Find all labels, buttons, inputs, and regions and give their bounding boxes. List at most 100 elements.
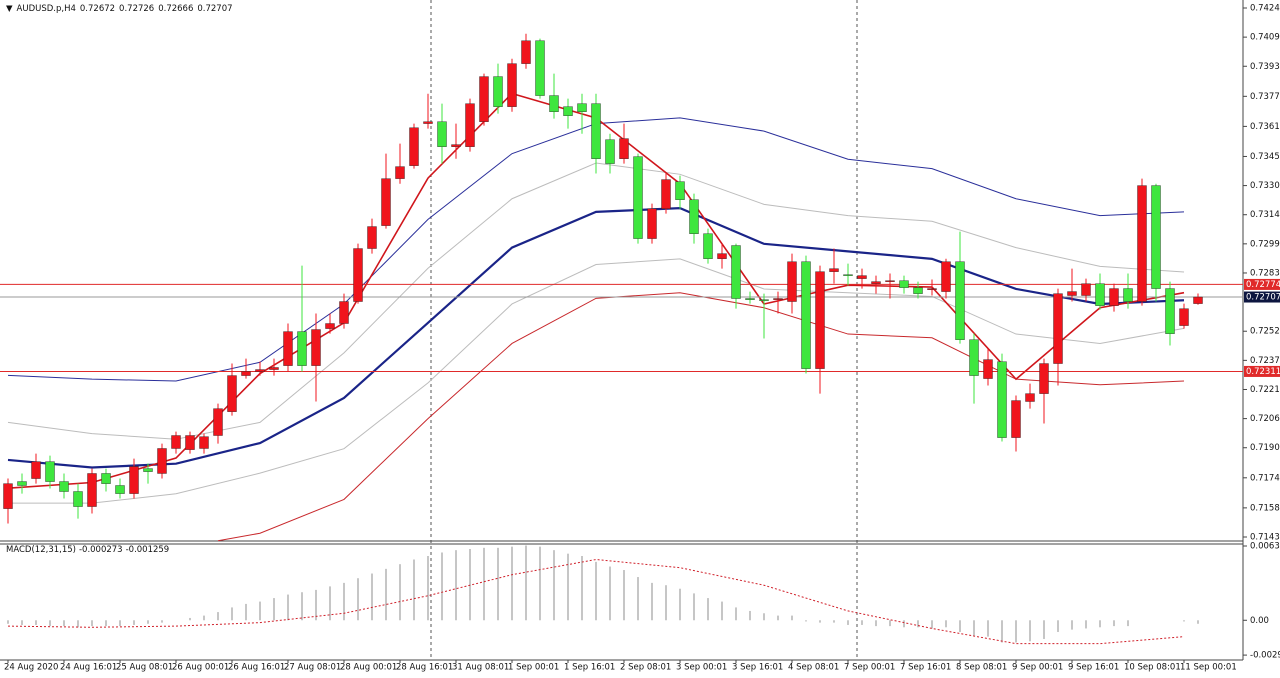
candle-body xyxy=(143,468,153,472)
candle-body xyxy=(843,274,853,276)
x-tick-label: 24 Aug 2020 xyxy=(4,663,58,673)
level-box xyxy=(1244,365,1280,377)
macd-values: -0.000273 -0.001259 xyxy=(79,545,172,555)
candle-body xyxy=(297,331,307,366)
x-tick-label: 2 Sep 08:01 xyxy=(620,663,671,673)
y-tick-label: 0.72835 xyxy=(1250,268,1280,278)
x-tick-label: 27 Aug 08:01 xyxy=(284,663,341,673)
candle-body xyxy=(661,179,671,209)
candle-body xyxy=(591,103,601,159)
x-tick-label: 25 Aug 08:01 xyxy=(116,663,173,673)
candle-body xyxy=(787,261,797,302)
candle-body xyxy=(577,103,587,112)
candle-body xyxy=(59,481,69,492)
quote: 0.72672 0.72726 0.72666 0.72707 xyxy=(80,4,237,14)
candle-body xyxy=(871,281,881,284)
candle-body xyxy=(241,371,251,376)
y-tick-label: 0.73615 xyxy=(1250,122,1280,132)
quote-value: 0.72707 xyxy=(197,4,233,14)
candle-body xyxy=(605,139,615,164)
candle-body xyxy=(941,261,951,292)
indicator-line xyxy=(217,292,1185,542)
candle-body xyxy=(199,436,209,449)
x-tick-label: 4 Sep 08:01 xyxy=(788,663,839,673)
x-tick-label: 24 Aug 16:01 xyxy=(60,663,117,673)
x-tick-label: 7 Sep 16:01 xyxy=(900,663,951,673)
macd-tick-label: -0.00298 xyxy=(1250,651,1280,661)
indicator-line xyxy=(7,162,1185,440)
y-tick-label: 0.71745 xyxy=(1250,473,1280,483)
candle-body xyxy=(185,435,195,450)
x-tick-label: 26 Aug 00:01 xyxy=(172,663,229,673)
y-tick-label: 0.74245 xyxy=(1250,4,1280,14)
x-tick-label: 26 Aug 16:01 xyxy=(228,663,285,673)
candle-body xyxy=(1165,288,1175,334)
candles xyxy=(3,33,1203,524)
menu-icon: ▼ xyxy=(6,4,13,14)
x-tick-label: 7 Sep 00:01 xyxy=(844,663,895,673)
x-tick-label: 8 Sep 08:01 xyxy=(956,663,1007,673)
level-label: 0.72774 xyxy=(1246,280,1280,290)
macd-signal xyxy=(7,559,1185,645)
candle-body xyxy=(1123,288,1133,302)
candle-body xyxy=(1151,185,1161,289)
candle-body xyxy=(409,127,419,166)
candle-body xyxy=(633,156,643,239)
candle-body xyxy=(507,63,517,107)
candle-body xyxy=(367,226,377,249)
indicator-line xyxy=(7,207,1185,469)
candle-body xyxy=(395,166,405,179)
quote-value: 0.72726 xyxy=(119,4,155,14)
candle-body xyxy=(465,103,475,147)
candle-body xyxy=(997,361,1007,438)
candle-body xyxy=(535,40,545,96)
candle-body xyxy=(115,485,125,494)
y-tick-label: 0.72525 xyxy=(1250,327,1280,337)
macd-value: -0.001259 xyxy=(125,545,170,555)
y-tick-label: 0.71905 xyxy=(1250,443,1280,453)
x-tick-label: 3 Sep 00:01 xyxy=(676,663,727,673)
x-tick-label: 10 Sep 08:01 xyxy=(1124,663,1181,673)
y-tick-label: 0.73775 xyxy=(1250,92,1280,102)
y-tick-label: 0.73455 xyxy=(1250,152,1280,162)
candle-body xyxy=(339,301,349,324)
candle-body xyxy=(17,481,27,486)
candle-body xyxy=(1137,185,1147,302)
level-label: 0.72311 xyxy=(1246,367,1280,377)
candle-body xyxy=(437,121,447,147)
candle-body xyxy=(731,245,741,299)
candle-body xyxy=(675,181,685,200)
candle-body xyxy=(73,491,83,507)
macd-value: -0.000273 xyxy=(78,545,123,555)
x-tick-label: 3 Sep 16:01 xyxy=(732,663,783,673)
candle-body xyxy=(1011,400,1021,438)
candle-body xyxy=(815,271,825,369)
macd-label: MACD(12,31,15) xyxy=(6,545,76,555)
y-tick-label: 0.73935 xyxy=(1250,62,1280,72)
y-tick-label: 0.73145 xyxy=(1250,210,1280,220)
candle-body xyxy=(703,233,713,259)
chart-header: ▼ AUDUSD.p,H4 0.72672 0.72726 0.72666 0.72707 xyxy=(6,4,241,14)
symbol: AUDUSD.p,H4 xyxy=(16,4,76,14)
candle-body xyxy=(801,261,811,369)
candle-body xyxy=(353,248,363,302)
candle-body xyxy=(423,121,433,124)
candle-body xyxy=(955,261,965,340)
candle-body xyxy=(255,369,265,372)
candle-body xyxy=(1025,393,1035,402)
candle-body xyxy=(227,375,237,412)
candle-body xyxy=(101,473,111,484)
candle-body xyxy=(689,199,699,234)
candle-body xyxy=(1109,288,1119,306)
candle-body xyxy=(381,178,391,226)
candle-body xyxy=(1095,283,1105,306)
candle-body xyxy=(927,288,937,290)
indicator-line xyxy=(8,258,1185,504)
candle-body xyxy=(745,298,755,300)
candle-body xyxy=(647,208,657,239)
last-price-box xyxy=(1244,291,1280,303)
